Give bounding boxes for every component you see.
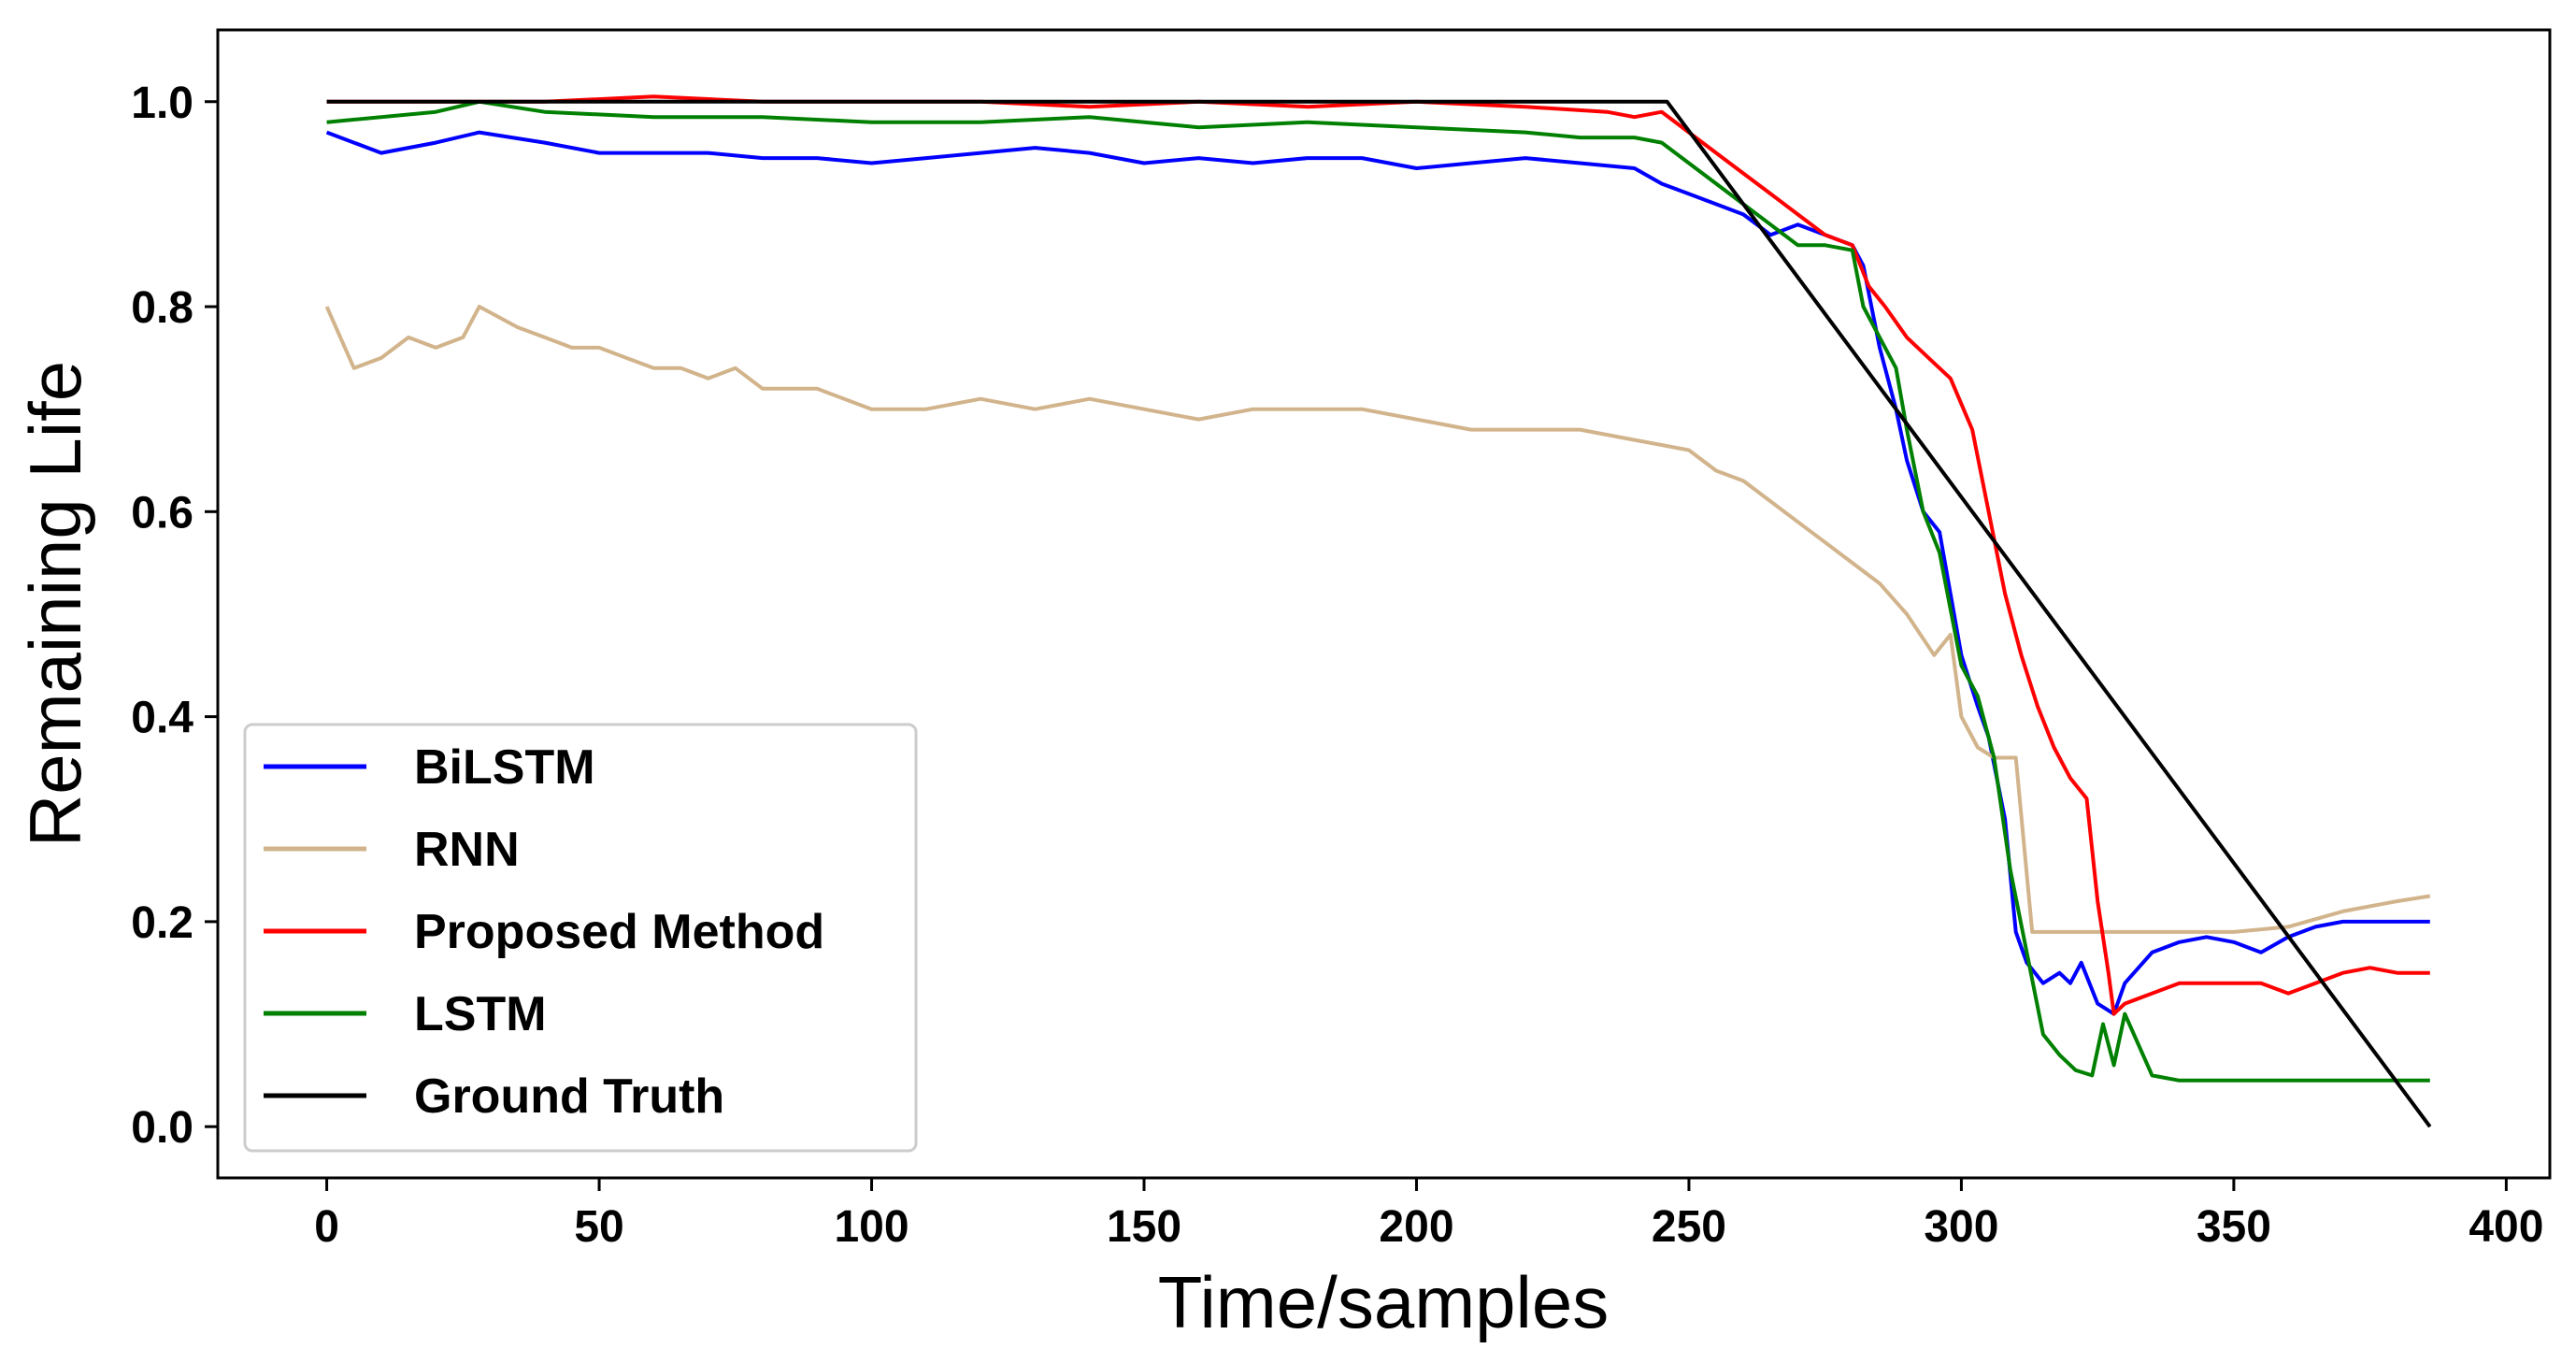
series-lines	[324, 94, 2432, 1128]
x-tick-label: 300	[1924, 1202, 1998, 1252]
y-tick-label: 0.4	[131, 694, 193, 743]
x-tick-label: 50	[574, 1202, 623, 1252]
legend-label: LSTM	[414, 987, 547, 1041]
y-tick-label: 0.0	[131, 1103, 193, 1153]
x-tick-label: 200	[1379, 1202, 1453, 1252]
y-axis-title: Remaining Life	[14, 361, 96, 847]
legend-label: RNN	[414, 823, 520, 877]
y-axis-ticks: 0.0 0.2 0.4 0.6 0.8 1.0	[131, 79, 218, 1153]
x-tick-label: 400	[2469, 1202, 2543, 1252]
y-tick-label: 0.2	[131, 898, 193, 948]
legend-label: Proposed Method	[414, 905, 824, 959]
series-line-ground-truth	[326, 99, 2432, 1128]
y-tick-label: 1.0	[131, 79, 193, 128]
x-tick-label: 150	[1107, 1202, 1181, 1252]
series-line-rnn	[324, 305, 2431, 934]
y-tick-label: 0.6	[131, 488, 193, 538]
x-tick-label: 0	[314, 1202, 339, 1252]
legend-box	[243, 723, 918, 1153]
x-tick-label: 250	[1652, 1202, 1726, 1252]
legend-label: Ground Truth	[414, 1069, 724, 1124]
x-tick-label: 350	[2197, 1202, 2271, 1252]
series-line-lstm	[326, 99, 2430, 1083]
x-axis-ticks: 0 50 100 150 200 250 300 350 400	[314, 1178, 2543, 1252]
plot-area-frame	[216, 28, 2552, 1180]
legend: BiLSTM RNN Proposed Method LSTM Ground Truth	[243, 723, 918, 1153]
x-tick-label: 100	[834, 1202, 909, 1252]
y-tick-label: 0.8	[131, 283, 193, 333]
x-axis-title: Time/samples	[1158, 1261, 1610, 1343]
legend-label: BiLSTM	[414, 740, 595, 795]
